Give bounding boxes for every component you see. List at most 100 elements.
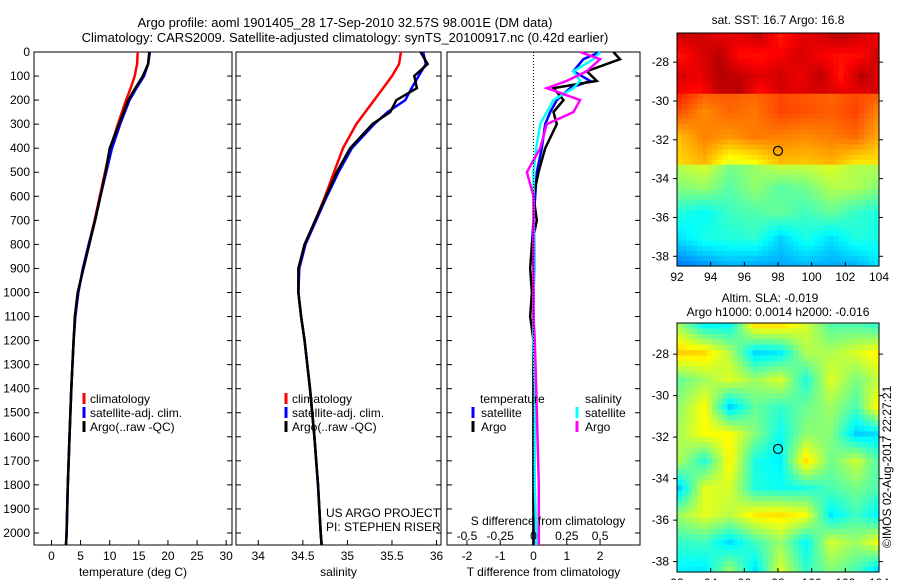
ytick-label: 1800 bbox=[3, 478, 30, 492]
legend-label: Argo bbox=[585, 420, 611, 434]
lat-tick-label: -30 bbox=[652, 389, 670, 403]
lon-tick-label: 102 bbox=[835, 576, 855, 580]
s-xtick-label: 0.25 bbox=[555, 529, 579, 543]
ytick-label: 100 bbox=[10, 69, 30, 83]
legend-salinity-heading: salinity bbox=[585, 392, 622, 406]
lon-tick-label: 100 bbox=[802, 270, 822, 284]
lat-tick-label: -32 bbox=[652, 133, 670, 147]
ytick-label: 1000 bbox=[3, 285, 30, 299]
xtick-label: 0 bbox=[48, 549, 55, 563]
series-line-t-argo bbox=[528, 51, 623, 545]
sla-map-subtitle: Argo h1000: 0.0014 h2000: -0.016 bbox=[687, 305, 870, 319]
imos-watermark: ©IMOS 02-Aug-2017 22:27:21 bbox=[880, 385, 894, 548]
axes-box-0 bbox=[33, 51, 233, 546]
xtick-label: 10 bbox=[103, 549, 117, 563]
ytick-label: 1200 bbox=[3, 334, 30, 348]
xtick-label: 15 bbox=[132, 549, 146, 563]
xtick-label: 0 bbox=[530, 549, 537, 563]
xtick-label: -2 bbox=[462, 549, 473, 563]
xtick-label: 30 bbox=[219, 549, 233, 563]
lat-tick-label: -38 bbox=[652, 249, 670, 263]
legend-label: satellite-adj. clim. bbox=[90, 406, 182, 420]
legend-label: Argo(..raw -QC) bbox=[292, 420, 377, 434]
xtick-label: 34.5 bbox=[291, 549, 315, 563]
sst-map-title: sat. SST: 16.7 Argo: 16.8 bbox=[712, 13, 845, 27]
lon-tick-label: 96 bbox=[738, 576, 752, 580]
lon-tick-label: 96 bbox=[738, 270, 752, 284]
lon-tick-label: 98 bbox=[771, 576, 785, 580]
legend-label: satellite-adj. clim. bbox=[292, 406, 384, 420]
s-xtick-label: -0.25 bbox=[487, 529, 515, 543]
lat-tick-label: -30 bbox=[652, 94, 670, 108]
xtick-label: -1 bbox=[495, 549, 506, 563]
title-line-1: Argo profile: aoml 1901405_28 17-Sep-201… bbox=[138, 15, 553, 30]
ytick-label: 1500 bbox=[3, 406, 30, 420]
xtick-label: 34 bbox=[252, 549, 266, 563]
xtick-label: 20 bbox=[161, 549, 175, 563]
series-line-t-satellite bbox=[530, 50, 601, 545]
ytick-label: 1700 bbox=[3, 454, 30, 468]
ytick-label: 600 bbox=[10, 189, 30, 203]
xaxis-label: salinity bbox=[320, 565, 357, 579]
legend-label: Argo bbox=[481, 420, 507, 434]
argo-position-marker bbox=[772, 443, 784, 455]
credit-pi: PI: STEPHEN RISER bbox=[326, 520, 441, 534]
ytick-label: 0 bbox=[23, 45, 30, 59]
lat-tick-label: -36 bbox=[652, 210, 670, 224]
series-line-argo-raw-qc- bbox=[64, 51, 151, 546]
lon-tick-label: 98 bbox=[771, 270, 785, 284]
s-xtick-label: 0.5 bbox=[592, 529, 609, 543]
xtick-label: 1 bbox=[563, 549, 570, 563]
lon-tick-label: 92 bbox=[670, 576, 684, 580]
xtick-label: 2 bbox=[597, 549, 604, 563]
series-line-climatology bbox=[297, 51, 403, 546]
series-line-satellite-adj-clim- bbox=[64, 51, 152, 546]
lon-tick-label: 94 bbox=[704, 270, 718, 284]
s-xtick-label: -0.5 bbox=[457, 529, 478, 543]
legend-label: Argo(..raw -QC) bbox=[90, 420, 175, 434]
ytick-label: 500 bbox=[10, 165, 30, 179]
legend-label: satellite bbox=[481, 406, 522, 420]
lat-tick-label: -38 bbox=[652, 555, 670, 569]
axes-box-2 bbox=[446, 51, 641, 546]
xaxis-label: T difference from climatology bbox=[467, 565, 621, 579]
sla-map-title: Altim. SLA: -0.019 bbox=[722, 291, 819, 305]
argo-position-marker bbox=[772, 145, 784, 156]
lon-tick-label: 104 bbox=[869, 270, 889, 284]
xtick-label: 35.5 bbox=[380, 549, 404, 563]
lat-tick-label: -28 bbox=[652, 55, 670, 69]
ytick-label: 1600 bbox=[3, 430, 30, 444]
legend-temperature-heading: temperature bbox=[480, 392, 545, 406]
ytick-label: 400 bbox=[10, 141, 30, 155]
credit-project: US ARGO PROJECT bbox=[326, 506, 441, 520]
ytick-label: 1900 bbox=[3, 502, 30, 516]
title-line-2: Climatology: CARS2009. Satellite-adjuste… bbox=[82, 30, 609, 45]
ytick-label: 1400 bbox=[3, 382, 30, 396]
ytick-label: 1300 bbox=[3, 358, 30, 372]
xtick-label: 35 bbox=[341, 549, 355, 563]
series-line-argo-raw-qc- bbox=[297, 51, 430, 546]
lat-tick-label: -36 bbox=[652, 513, 670, 527]
ytick-label: 700 bbox=[10, 213, 30, 227]
series-line-s-satellite bbox=[532, 51, 602, 545]
xtick-label: 36 bbox=[430, 549, 444, 563]
ytick-label: 800 bbox=[10, 237, 30, 251]
xtick-label: 5 bbox=[77, 549, 84, 563]
legend-label: climatology bbox=[292, 392, 352, 406]
lat-tick-label: -34 bbox=[652, 472, 670, 486]
ytick-label: 1100 bbox=[4, 310, 30, 324]
lat-tick-label: -28 bbox=[652, 347, 670, 361]
ytick-label: 200 bbox=[10, 93, 30, 107]
axes-box-1 bbox=[235, 51, 442, 546]
series-line-s-argo bbox=[525, 50, 603, 545]
lat-tick-label: -32 bbox=[652, 430, 670, 444]
heatmap-sst bbox=[677, 33, 880, 267]
xtick-label: 25 bbox=[190, 549, 204, 563]
ytick-label: 300 bbox=[10, 117, 30, 131]
s-axis-label: S difference from climatology bbox=[471, 514, 626, 528]
heatmap-sla bbox=[677, 323, 880, 573]
legend-label: satellite bbox=[585, 406, 626, 420]
legend-label: climatology bbox=[90, 392, 150, 406]
lon-tick-label: 92 bbox=[670, 270, 684, 284]
